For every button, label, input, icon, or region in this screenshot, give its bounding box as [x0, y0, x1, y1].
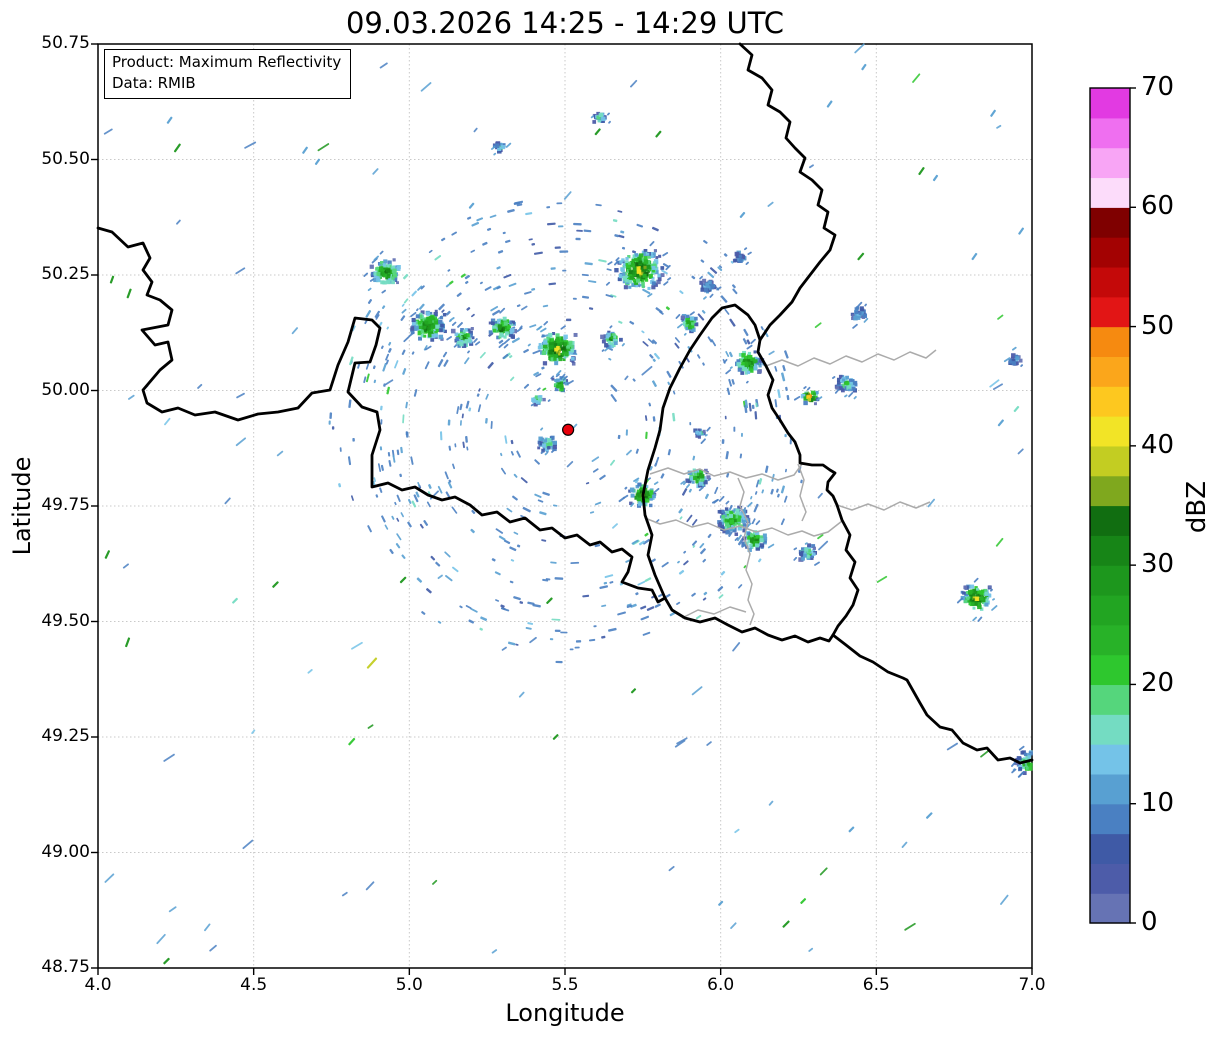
country-border-path [663, 596, 835, 644]
x-tick-label: 6.0 [707, 975, 735, 995]
colorbar [1089, 87, 1136, 924]
x-axis-label: Longitude [505, 999, 625, 1027]
colorbar-tick-label: 70 [1141, 72, 1175, 102]
product-line: Product: Maximum Reflectivity [112, 53, 342, 71]
data-source-line: Data: RMIB [112, 74, 196, 93]
y-tick-label: 48.75 [41, 957, 90, 977]
country-border-path [831, 633, 1034, 765]
region-border-path [797, 463, 807, 522]
country-border-path [96, 226, 667, 604]
country-border-path [738, 42, 837, 342]
y-tick-label: 50.25 [41, 264, 90, 284]
x-tick-label: 6.5 [862, 975, 890, 995]
y-tick-label: 49.25 [41, 726, 90, 746]
x-tick-label: 5.0 [395, 975, 423, 995]
axes-frame [91, 43, 1033, 975]
y-tick-label: 50.75 [41, 33, 90, 53]
x-tick-label: 4.0 [84, 975, 112, 995]
radar-echo-layer [103, 43, 1033, 965]
y-tick-label: 50.50 [41, 148, 90, 169]
y-tick-label: 49.50 [41, 610, 90, 631]
y-tick-label: 50.00 [41, 379, 90, 400]
colorbar-tick-label: 40 [1141, 429, 1175, 460]
country-border-path [756, 338, 860, 637]
colorbar-tick-label: 0 [1141, 907, 1158, 937]
region-border-path [681, 606, 747, 619]
region-border-path [836, 501, 931, 511]
region-border-path [737, 477, 755, 626]
colorbar-tick-label: 30 [1141, 549, 1175, 580]
x-tick-label: 7.0 [1018, 975, 1046, 995]
colorbar-tick-label: 50 [1141, 310, 1175, 341]
region-border-path [765, 349, 937, 367]
product-annotation-box: Product: Maximum Reflectivity Data: RMIB [104, 49, 352, 99]
colorbar-tick-label: 20 [1141, 668, 1175, 699]
border-layer [96, 42, 1034, 765]
colorbar-label: dBZ [1182, 480, 1212, 534]
y-tick-label: 49.75 [41, 495, 90, 515]
region-border-path [649, 463, 803, 481]
figure-title: 09.03.2026 14:25 - 14:29 UTC [345, 6, 785, 40]
radar-site-marker [562, 423, 575, 436]
y-tick-label: 49.00 [41, 841, 90, 862]
x-tick-label: 5.5 [551, 975, 579, 995]
region-border-path [644, 517, 843, 537]
colorbar-tick-label: 10 [1141, 787, 1175, 818]
x-tick-label: 4.5 [240, 975, 268, 995]
colorbar-tick-label: 60 [1141, 191, 1175, 222]
country-border-path [641, 303, 762, 600]
